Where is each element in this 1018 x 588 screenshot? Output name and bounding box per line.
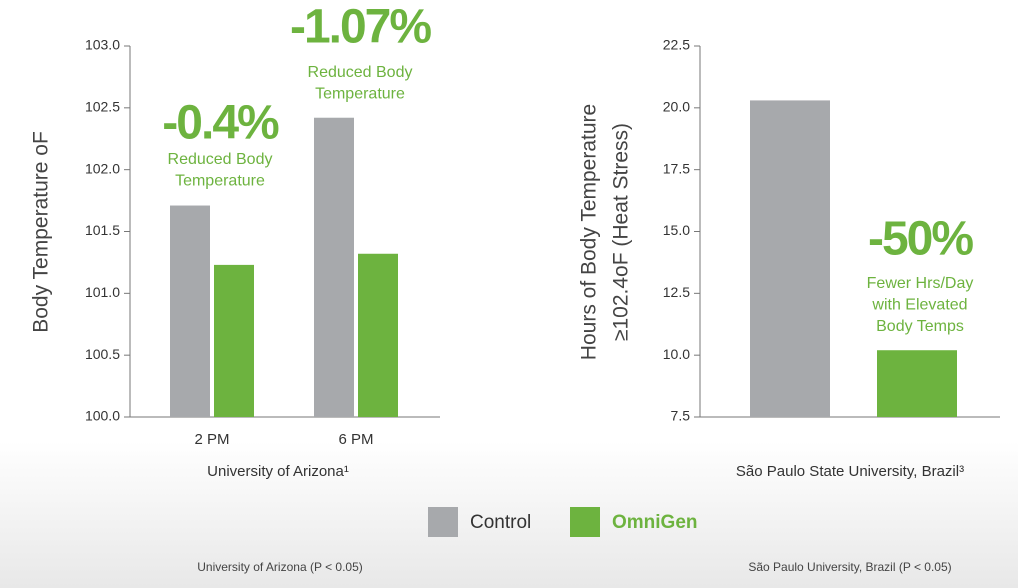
x-tick-label: 6 PM xyxy=(338,431,373,448)
y-tick-label: 101.5 xyxy=(85,222,120,238)
bar xyxy=(314,117,354,417)
bar xyxy=(214,264,254,417)
annotation-text: Temperature xyxy=(315,86,405,103)
annotation-text: Body Temps xyxy=(876,318,964,335)
y-tick-label: 12.5 xyxy=(663,284,690,300)
y-tick-label: 22.5 xyxy=(663,37,690,53)
legend-swatch xyxy=(570,507,600,537)
annotation-text: Fewer Hrs/Day xyxy=(867,275,974,292)
bar xyxy=(750,100,830,417)
annotation-text: Reduced Body xyxy=(308,64,413,81)
annotation-headline: -50% xyxy=(868,213,973,266)
annotation-text: with Elevated xyxy=(871,297,967,314)
annotation-headline: -0.4% xyxy=(162,97,279,150)
x-axis-title: University of Arizona¹ xyxy=(207,463,349,480)
y-tick-label: 101.0 xyxy=(85,284,120,300)
y-tick-label: 10.0 xyxy=(663,346,690,362)
annotation-text: Reduced Body xyxy=(168,151,273,168)
y-axis-title: Hours of Body Temperature xyxy=(578,104,601,360)
y-tick-label: 100.5 xyxy=(85,346,120,362)
y-tick-label: 17.5 xyxy=(663,160,690,176)
y-axis-title: ≥102.4oF (Heat Stress) xyxy=(610,123,633,341)
bar xyxy=(170,205,210,417)
x-axis-title: São Paulo State University, Brazil³ xyxy=(736,463,964,480)
y-tick-label: 20.0 xyxy=(663,99,690,115)
y-tick-label: 102.5 xyxy=(85,99,120,115)
legend-label: OmniGen xyxy=(612,512,698,533)
y-tick-label: 102.0 xyxy=(85,160,120,176)
bar xyxy=(358,253,398,417)
x-tick-label: 2 PM xyxy=(194,431,229,448)
footnote: São Paulo University, Brazil (P < 0.05) xyxy=(748,560,951,574)
y-tick-label: 7.5 xyxy=(671,408,691,424)
y-tick-label: 103.0 xyxy=(85,37,120,53)
legend-swatch xyxy=(428,507,458,537)
y-axis-title: Body Temperature oF xyxy=(30,131,53,333)
y-tick-label: 15.0 xyxy=(663,222,690,238)
legend-label: Control xyxy=(470,512,531,533)
bar xyxy=(877,350,957,417)
footnote: University of Arizona (P < 0.05) xyxy=(197,560,363,574)
annotation-headline: -1.07% xyxy=(290,1,431,54)
y-tick-label: 100.0 xyxy=(85,408,120,424)
annotation-text: Temperature xyxy=(175,173,265,190)
